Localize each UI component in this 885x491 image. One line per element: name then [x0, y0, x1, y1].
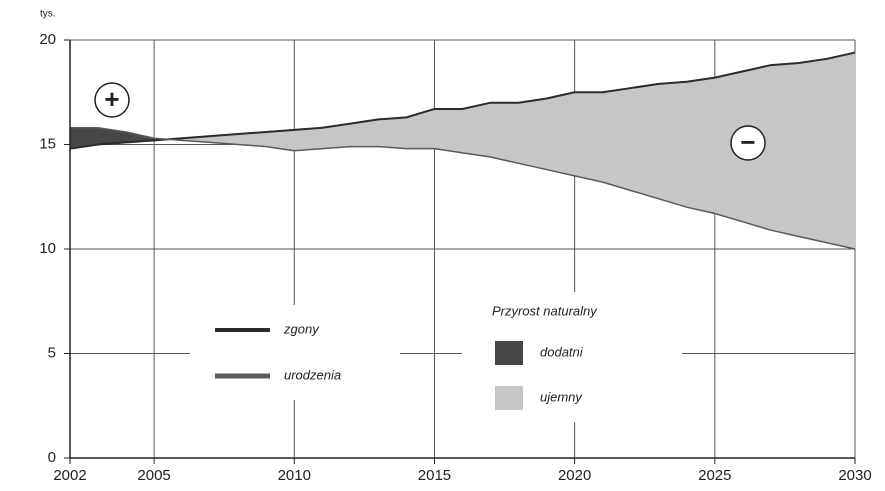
area-segment — [798, 58, 828, 244]
area-segment — [406, 108, 435, 149]
x-tick-label: 2025 — [698, 467, 731, 484]
area-segment — [462, 102, 491, 158]
x-tick-label: 2020 — [558, 467, 591, 484]
area-segment — [686, 77, 716, 214]
x-tick-label: 2015 — [418, 467, 451, 484]
y-tick-label: 0 — [48, 449, 56, 466]
area-segment — [826, 52, 856, 250]
y-tick-label: 15 — [39, 135, 56, 152]
area-segment — [574, 92, 603, 183]
area-segment — [518, 98, 547, 170]
area-segment — [770, 62, 800, 237]
x-tick-label: 2002 — [53, 467, 86, 484]
series-line — [70, 127, 856, 250]
y-tick-label: 5 — [48, 344, 56, 361]
legend-background — [190, 305, 400, 400]
area-segment — [630, 83, 659, 200]
legend-swatch — [495, 386, 523, 410]
y-tick-label: 10 — [39, 240, 56, 257]
annotation: + — [104, 84, 119, 114]
annotation-circle — [94, 82, 130, 118]
legend-label: dodatni — [540, 344, 584, 359]
area-segment — [546, 91, 575, 177]
area-segment — [434, 108, 463, 154]
x-tick-label: 2030 — [838, 467, 871, 484]
series-line — [69, 51, 856, 150]
x-tick-label: 2005 — [137, 467, 170, 484]
y-axis-label: tys. — [40, 9, 56, 20]
area-segment — [490, 102, 519, 164]
annotation-circle — [730, 125, 766, 161]
legend-swatch — [495, 341, 523, 365]
legend-title: Przyrost naturalny — [492, 303, 598, 318]
annotation: − — [740, 127, 755, 157]
area-segment — [602, 87, 631, 191]
legend-label: ujemny — [540, 389, 583, 404]
area-segment — [294, 127, 323, 152]
x-tick-label: 2010 — [278, 467, 311, 484]
area-segment — [378, 117, 407, 149]
area-segment — [658, 81, 688, 208]
legend-label: zgony — [283, 321, 320, 336]
legend-label: urodzenia — [284, 367, 341, 382]
y-tick-label: 20 — [39, 31, 56, 48]
